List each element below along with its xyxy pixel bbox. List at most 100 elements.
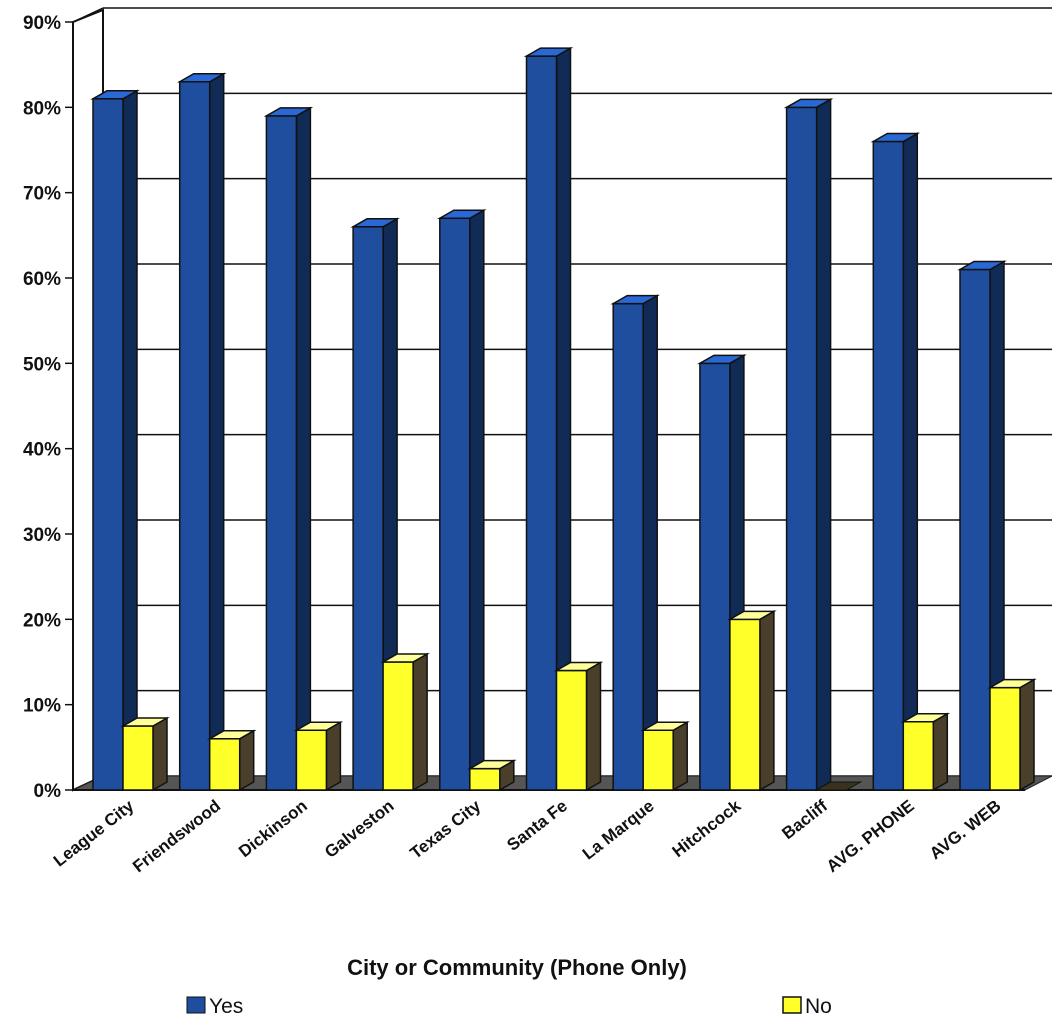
bar-side	[122, 89, 138, 792]
bar-no	[380, 652, 430, 792]
bar-top	[610, 294, 661, 305]
legend-label-no: No	[805, 995, 832, 1018]
bar-top	[783, 98, 834, 109]
bar-yes	[263, 106, 314, 792]
y-tick-label: 20%	[23, 610, 61, 631]
bar-yes	[176, 72, 227, 792]
bar-side	[585, 661, 602, 792]
bar-top	[466, 759, 517, 770]
bar-front	[699, 362, 731, 791]
category-label: Friendswood	[129, 796, 224, 876]
bar-side	[1019, 678, 1035, 792]
bar-no	[640, 720, 691, 792]
bar-no	[553, 661, 604, 792]
bar-front	[729, 618, 761, 791]
bar-yes	[436, 208, 487, 792]
bar-front	[642, 729, 674, 791]
bar-top	[523, 47, 574, 57]
bar-side	[412, 652, 428, 792]
bar-yes	[350, 217, 400, 792]
bar-front	[265, 115, 298, 791]
bar-top	[553, 661, 604, 672]
y-tick-label: 90%	[23, 13, 61, 34]
y-tick-label: 70%	[23, 184, 61, 205]
y-tick-label: 10%	[23, 696, 61, 717]
bar-top	[436, 209, 487, 220]
bar-yes	[783, 98, 834, 792]
bar-top	[900, 712, 951, 723]
bar-side	[932, 712, 949, 792]
legend: Yes No	[186, 995, 832, 1018]
legend-label-yes: Yes	[209, 995, 243, 1018]
bar-front	[92, 98, 124, 791]
bar-front	[525, 55, 558, 791]
legend-swatch-no	[782, 996, 802, 1014]
y-tick-label: 60%	[23, 269, 61, 290]
bar-top	[640, 721, 691, 732]
bar-front	[352, 226, 384, 791]
category-label: Hitchcock	[669, 796, 745, 861]
bar-zero-cap	[814, 781, 863, 791]
bar-no	[814, 781, 863, 791]
y-tick-label: 40%	[23, 440, 61, 461]
category-label: Bacliff	[778, 796, 831, 843]
bar-front	[382, 661, 414, 791]
bar-top	[870, 132, 921, 143]
category-label: AVG. PHONE	[823, 796, 918, 876]
bar-side	[325, 720, 342, 792]
category-label: Santa Fe	[503, 796, 571, 855]
bar-no	[466, 759, 517, 792]
bar-front	[612, 302, 644, 791]
bar-top	[727, 610, 777, 621]
y-tick-label: 0%	[34, 781, 62, 802]
bar-side	[295, 106, 312, 792]
bar-side	[208, 72, 225, 792]
category-label: La Marque	[579, 796, 658, 863]
bar-front	[902, 720, 935, 791]
bar-front	[469, 767, 501, 791]
bar-no	[900, 712, 951, 792]
bar-front	[122, 725, 154, 791]
category-label: League City	[50, 796, 138, 871]
bar-front	[208, 738, 241, 791]
bar-top	[263, 107, 314, 117]
bar-front	[989, 686, 1021, 791]
bar-top	[176, 72, 227, 83]
bar-side	[642, 294, 658, 792]
bar-top	[957, 260, 1007, 271]
bar-no	[987, 678, 1037, 792]
bar-no	[727, 610, 777, 792]
bar-top	[120, 717, 170, 727]
bar-yes	[523, 46, 574, 792]
bar-no	[206, 729, 257, 792]
y-tick-labels: 0% 10% 20% 30% 40% 50% 60% 70% 80% 90%	[23, 13, 61, 802]
bar-top	[987, 678, 1037, 689]
bar-yes	[610, 294, 661, 792]
bar-yes	[870, 132, 921, 792]
bar-side	[238, 729, 255, 792]
y-tick-label: 50%	[23, 354, 61, 375]
bars	[90, 46, 1037, 792]
y-tick-label: 80%	[23, 98, 61, 119]
bar-side	[672, 720, 688, 792]
bar-side	[902, 132, 919, 792]
bar-side	[469, 208, 485, 792]
bar-top	[293, 721, 344, 732]
bar-no	[120, 716, 170, 792]
bar-top	[697, 354, 747, 365]
bar-side	[759, 610, 775, 792]
category-label: Galveston	[321, 796, 397, 862]
bar-no	[293, 720, 344, 792]
legend-swatch-yes	[186, 996, 206, 1014]
bar-top	[206, 730, 257, 740]
bar-front	[872, 140, 905, 791]
bar-front	[555, 669, 588, 791]
bar-top	[350, 218, 400, 228]
bar-front	[295, 729, 328, 791]
bar-front	[959, 268, 991, 791]
category-label: AVG. WEB	[926, 796, 1004, 863]
x-axis-title: City or Community (Phone Only)	[347, 955, 687, 980]
bar-top	[90, 90, 140, 100]
